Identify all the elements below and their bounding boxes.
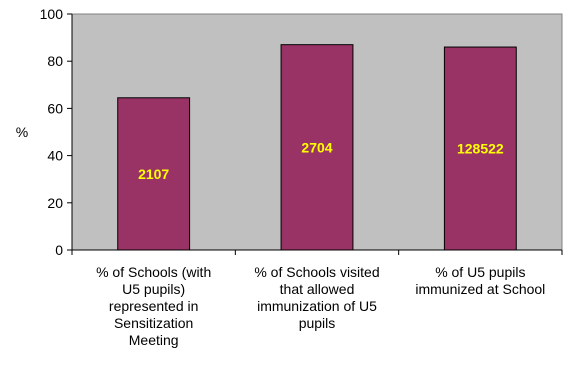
x-category-label: represented in	[109, 298, 199, 314]
bar	[443, 46, 517, 251]
bar	[117, 97, 191, 251]
bar-data-label: 2704	[301, 139, 332, 155]
x-category-label: Sensitization	[114, 315, 193, 331]
bar	[280, 44, 354, 251]
y-tick-label: 40	[47, 148, 63, 164]
x-category-label: % of Schools visited	[254, 264, 379, 280]
x-category-label: U5 pupils)	[122, 281, 185, 297]
x-axis	[71, 249, 563, 255]
x-category-label: Meeting	[129, 332, 179, 348]
x-category-label: immunized at School	[415, 281, 545, 297]
y-tick-label: 60	[47, 100, 63, 116]
bar-data-label: 2107	[138, 166, 169, 182]
bar-data-label: 128522	[457, 141, 504, 157]
y-tick-label: 20	[47, 195, 63, 211]
y-axis: 0 20 40 60 80 100	[40, 6, 73, 258]
y-tick-label: 80	[47, 53, 63, 69]
x-category-label: % of Schools (with	[96, 264, 211, 280]
x-category-label: pupils	[299, 315, 336, 331]
bar-series	[117, 44, 517, 251]
data-labels: 2107 2704 128522	[138, 139, 504, 182]
y-tick-label: 0	[55, 242, 63, 258]
y-axis-title: %	[16, 124, 28, 140]
x-category-label: that allowed	[280, 281, 355, 297]
x-category-label: % of U5 pupils	[435, 264, 525, 280]
y-tick-label: 100	[40, 6, 64, 22]
x-category-label: immunization of U5	[257, 298, 377, 314]
